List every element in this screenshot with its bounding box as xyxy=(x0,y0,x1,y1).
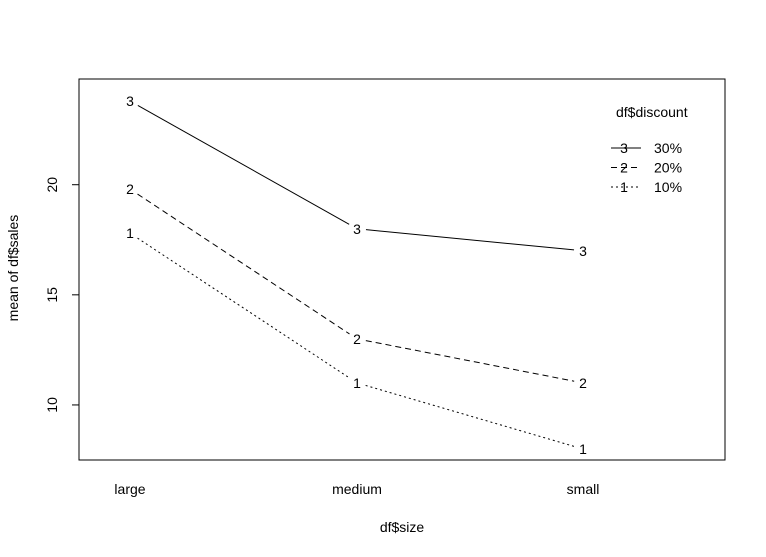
series-0: 3 3 3 xyxy=(126,93,587,259)
legend-item-1: 2 20% xyxy=(611,160,682,176)
legend-label-1: 20% xyxy=(654,160,682,176)
x-axis-tick-labels: large medium small xyxy=(114,481,599,497)
series-2-segment-0 xyxy=(137,237,350,379)
x-tick-label-1: medium xyxy=(332,481,382,497)
series-2-point-0: 1 xyxy=(126,225,134,241)
series-0-segment-1 xyxy=(365,229,575,251)
x-axis-label: df$size xyxy=(380,519,425,535)
legend-item-2: 1 10% xyxy=(611,179,682,195)
series-1-segment-0 xyxy=(137,193,350,335)
x-tick-label-0: large xyxy=(114,481,145,497)
legend-label-0: 30% xyxy=(654,140,682,156)
x-tick-label-2: small xyxy=(567,481,600,497)
series-2-point-2: 1 xyxy=(579,441,587,457)
series-1: 2 2 2 xyxy=(126,181,587,391)
y-tick-label-1: 15 xyxy=(44,287,60,303)
legend-label-2: 10% xyxy=(654,179,682,195)
series-0-segment-0 xyxy=(137,105,350,225)
series-1-point-1: 2 xyxy=(353,331,361,347)
series-2: 1 1 1 xyxy=(126,225,587,457)
series-0-point-2: 3 xyxy=(579,243,587,259)
series-0-point-0: 3 xyxy=(126,93,134,109)
legend-symbol-1: 2 xyxy=(620,160,628,176)
y-axis: 10 15 20 xyxy=(44,177,79,413)
y-axis-label: mean of df$sales xyxy=(5,215,21,322)
y-tick-label-2: 20 xyxy=(44,177,60,193)
legend-item-0: 3 30% xyxy=(611,140,682,156)
legend-title: df$discount xyxy=(616,104,688,120)
legend: df$discount 3 30% 2 20% 1 10% xyxy=(611,104,688,195)
series-1-point-2: 2 xyxy=(579,375,587,391)
series-0-point-1: 3 xyxy=(353,221,361,237)
series-2-segment-1 xyxy=(365,384,575,447)
plot-frame xyxy=(78,78,726,461)
legend-items: 3 30% 2 20% 1 10% xyxy=(611,140,682,195)
legend-symbol-2: 1 xyxy=(620,179,628,195)
series-2-point-1: 1 xyxy=(353,375,361,391)
y-tick-label-0: 10 xyxy=(44,397,60,413)
series-1-segment-1 xyxy=(365,340,575,382)
series-layer: 3 3 3 2 2 2 1 1 1 xyxy=(126,93,587,457)
series-1-point-0: 2 xyxy=(126,181,134,197)
legend-symbol-0: 3 xyxy=(620,140,628,156)
